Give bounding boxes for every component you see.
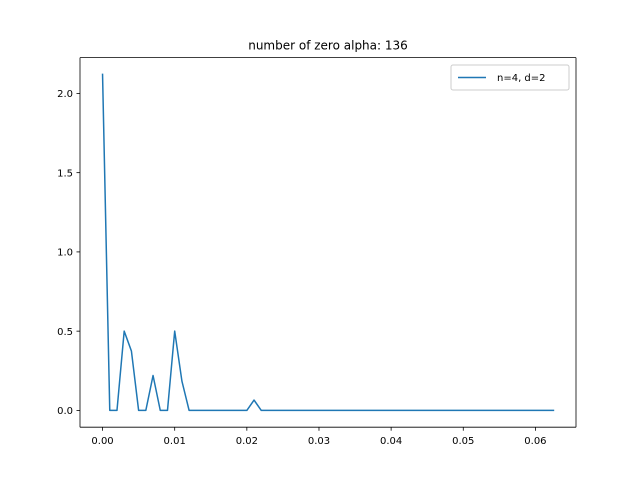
series-line <box>101 73 555 412</box>
plot-frame <box>79 57 577 428</box>
plot-area <box>80 57 576 428</box>
x-tick-label: 0.01 <box>164 436 186 447</box>
x-tick-label: 0.00 <box>91 436 113 447</box>
x-tick-label: 0.05 <box>452 436 474 447</box>
series-lines <box>101 73 555 412</box>
y-tick-label: 1.0 <box>57 248 73 259</box>
y-tick-label: 0.5 <box>57 327 73 338</box>
legend: n=4, d=2 <box>450 64 570 91</box>
y-tick-label: 1.5 <box>57 168 73 179</box>
legend-label: n=4, d=2 <box>497 73 546 84</box>
legend-box <box>450 64 570 91</box>
x-tick-label: 0.04 <box>380 436 402 447</box>
y-ticks: 0.0 0.5 1.0 1.5 2.0 <box>57 89 80 417</box>
y-tick-label: 2.0 <box>57 89 73 100</box>
chart-title: number of zero alpha: 136 <box>248 39 408 53</box>
x-tick-label: 0.02 <box>236 436 258 447</box>
x-ticks: 0.00 0.01 0.02 0.03 0.04 0.05 0.06 <box>91 427 547 447</box>
x-tick-label: 0.03 <box>308 436 330 447</box>
y-tick-label: 0.0 <box>57 406 73 417</box>
x-tick-label: 0.06 <box>524 436 546 447</box>
